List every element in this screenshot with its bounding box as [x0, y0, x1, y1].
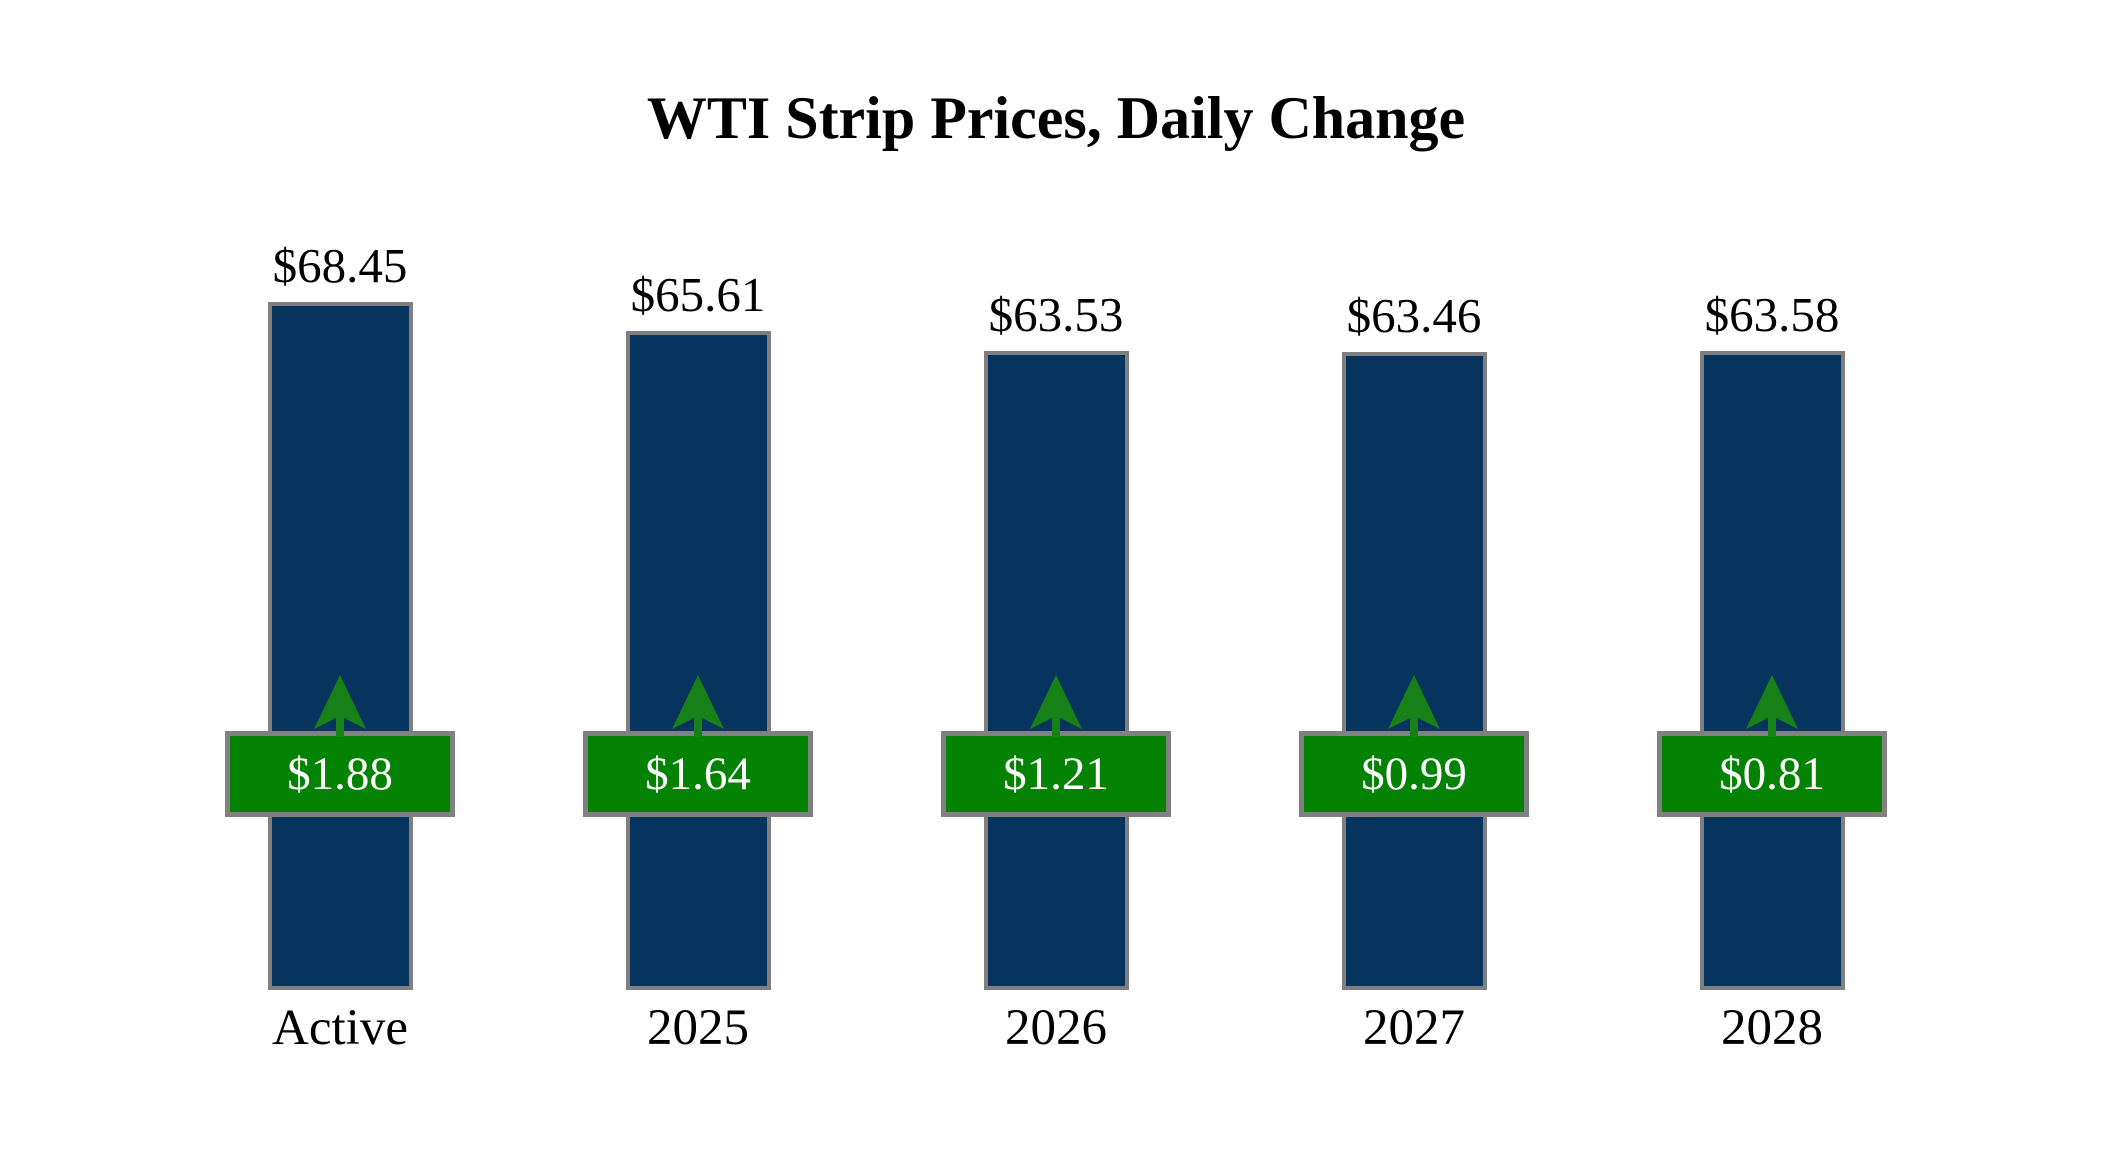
daily-change-badge: $1.21 — [941, 731, 1171, 817]
chart-title: WTI Strip Prices, Daily Change — [646, 85, 1466, 151]
up-arrow-icon — [672, 675, 724, 737]
strip-price-bar — [625, 331, 771, 990]
strip-price-label: $63.53 — [988, 287, 1124, 342]
daily-change-badge: $1.88 — [225, 731, 455, 817]
strip-price-bar — [267, 302, 413, 990]
up-arrow-icon — [314, 675, 366, 737]
up-arrow-icon — [1388, 675, 1440, 737]
strip-price-label: $68.45 — [272, 238, 408, 293]
strip-price-bar — [1699, 351, 1845, 990]
daily-change-badge: $0.99 — [1299, 731, 1529, 817]
daily-change-value: $0.99 — [1361, 747, 1467, 800]
category-label: 2026 — [1005, 1000, 1107, 1056]
strip-price-label: $63.58 — [1704, 287, 1840, 342]
strip-price-bar — [983, 351, 1129, 990]
category-label: 2028 — [1721, 1000, 1823, 1056]
daily-change-value: $1.88 — [287, 747, 393, 800]
daily-change-value: $0.81 — [1719, 747, 1825, 800]
category-label: 2025 — [647, 1000, 749, 1056]
daily-change-badge: $1.64 — [583, 731, 813, 817]
strip-price-label: $63.46 — [1346, 288, 1482, 343]
strip-price-bar — [1341, 352, 1487, 990]
daily-change-value: $1.64 — [645, 747, 751, 800]
up-arrow-icon — [1030, 675, 1082, 737]
daily-change-value: $1.21 — [1003, 747, 1109, 800]
up-arrow-icon — [1746, 675, 1798, 737]
strip-price-label: $65.61 — [630, 267, 766, 322]
category-label: 2027 — [1363, 1000, 1465, 1056]
daily-change-badge: $0.81 — [1657, 731, 1887, 817]
category-label: Active — [272, 1000, 408, 1056]
